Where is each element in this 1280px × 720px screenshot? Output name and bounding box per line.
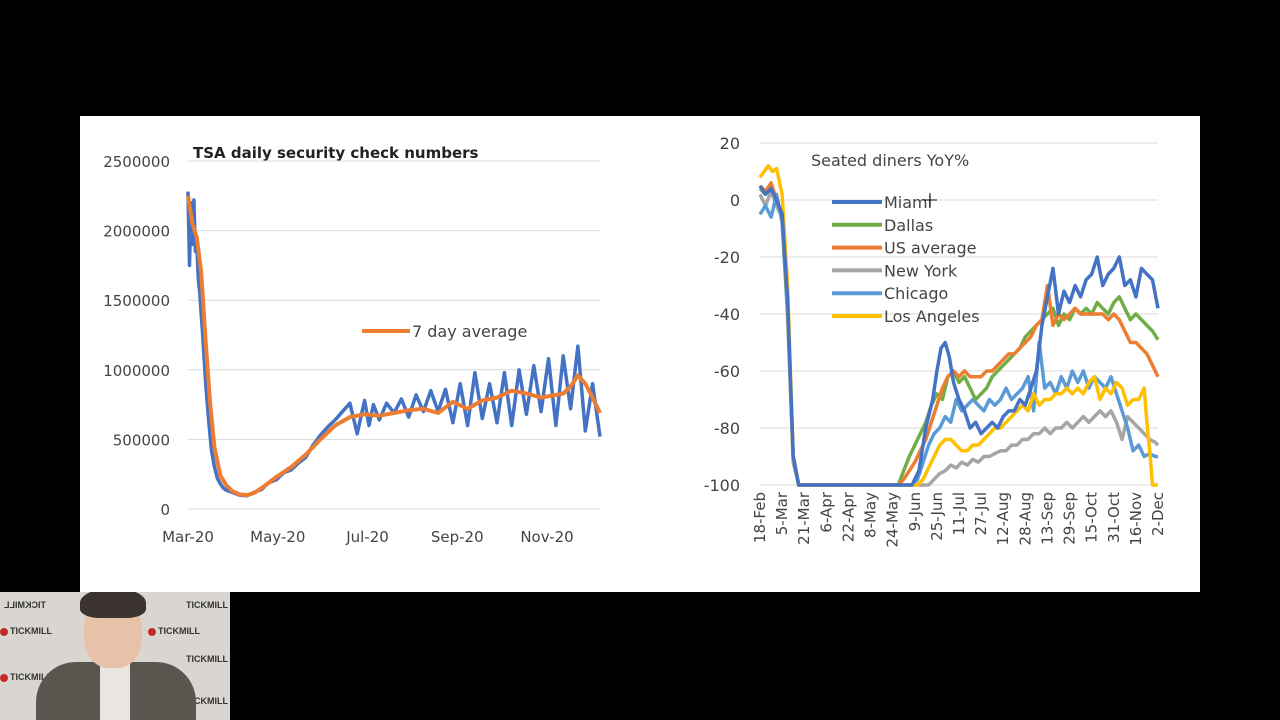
legend-label-dallas: Dallas — [884, 216, 933, 235]
tsa-chart: TSA daily security check numbers 2500000 2… — [103, 144, 602, 546]
y-tick-label: 1000000 — [103, 362, 170, 380]
chart-title: Seated diners YoY% — [811, 151, 969, 170]
legend-label-new-york: New York — [884, 261, 958, 280]
x-tick-label: Mar-20 — [162, 528, 214, 546]
diners-chart: 20 0 -20 -40 -60 -80 -100 18-Feb 5-Mar 21-Mar 6-Ap… — [704, 134, 1167, 548]
y-tick-label: -60 — [714, 362, 740, 381]
series-line-us-average — [758, 181, 1160, 487]
chart-title: TSA daily security check numbers — [193, 144, 479, 162]
x-tick-label: 15-Oct — [1083, 492, 1101, 543]
y-tick-label: -100 — [704, 476, 740, 495]
legend-label-chicago: Chicago — [884, 284, 948, 303]
x-tick-label: 13-Sep — [1038, 492, 1056, 545]
legend-label-miami: Miami — [884, 193, 932, 212]
series-line-dallas — [758, 184, 1160, 487]
x-tick-label: 5-Mar — [773, 491, 791, 535]
x-tick-label: Jul-20 — [345, 528, 389, 546]
x-tick-label: 22-Apr — [839, 491, 857, 542]
legend-label-us-average: US average — [884, 239, 976, 258]
y-tick-label: -80 — [714, 419, 740, 438]
x-tick-label: 6-Apr — [817, 491, 835, 532]
series-line-miami — [758, 184, 1160, 487]
presentation-slide: TSA daily security check numbers 2500000 2… — [80, 116, 1200, 592]
y-tick-label: 20 — [720, 134, 740, 153]
legend-label-los-angeles: Los Angeles — [884, 307, 980, 326]
x-tick-label: 25-Jun — [928, 492, 946, 541]
presenter-shirt — [100, 664, 130, 720]
x-tick-label: 2-Dec — [1149, 492, 1167, 536]
legend-label-7-day-average: 7 day average — [412, 322, 527, 341]
x-tick-label: 24-May — [884, 492, 902, 548]
y-tick-label: 0 — [730, 191, 740, 210]
y-tick-label: 500000 — [113, 431, 170, 449]
x-tick-label: 27-Jul — [972, 492, 990, 535]
presenter-hair — [80, 592, 146, 618]
y-tick-label: 2000000 — [103, 223, 170, 241]
y-tick-label: 2500000 — [103, 153, 170, 171]
x-tick-label: 28-Aug — [1016, 492, 1034, 545]
x-tick-label: 29-Sep — [1061, 492, 1079, 545]
x-tick-label: Sep-20 — [431, 528, 484, 546]
crosshair-cursor-icon — [923, 193, 937, 207]
x-tick-label: 8-May — [862, 492, 880, 538]
y-tick-label: -40 — [714, 305, 740, 324]
x-tick-label: 21-Mar — [795, 491, 813, 545]
series-line-daily — [186, 191, 602, 498]
x-tick-label: 12-Aug — [994, 492, 1012, 545]
x-tick-label: 18-Feb — [751, 492, 769, 543]
series-line-7-day-average — [186, 195, 602, 498]
y-tick-label: 1500000 — [103, 292, 170, 310]
x-tick-label: 11-Jul — [950, 492, 968, 535]
x-tick-label: 9-Jun — [906, 492, 924, 531]
y-tick-label: -20 — [714, 248, 740, 267]
x-tick-label: 16-Nov — [1127, 492, 1145, 546]
x-tick-label: May-20 — [250, 528, 305, 546]
x-tick-label: Nov-20 — [520, 528, 573, 546]
series-line-new-york — [758, 189, 1160, 487]
y-tick-label: 0 — [160, 501, 170, 519]
x-tick-label: 31-Oct — [1105, 492, 1123, 543]
presenter-webcam: TICKMILL TICKMILL TICKMILL TICKMILL TICK… — [0, 592, 230, 720]
